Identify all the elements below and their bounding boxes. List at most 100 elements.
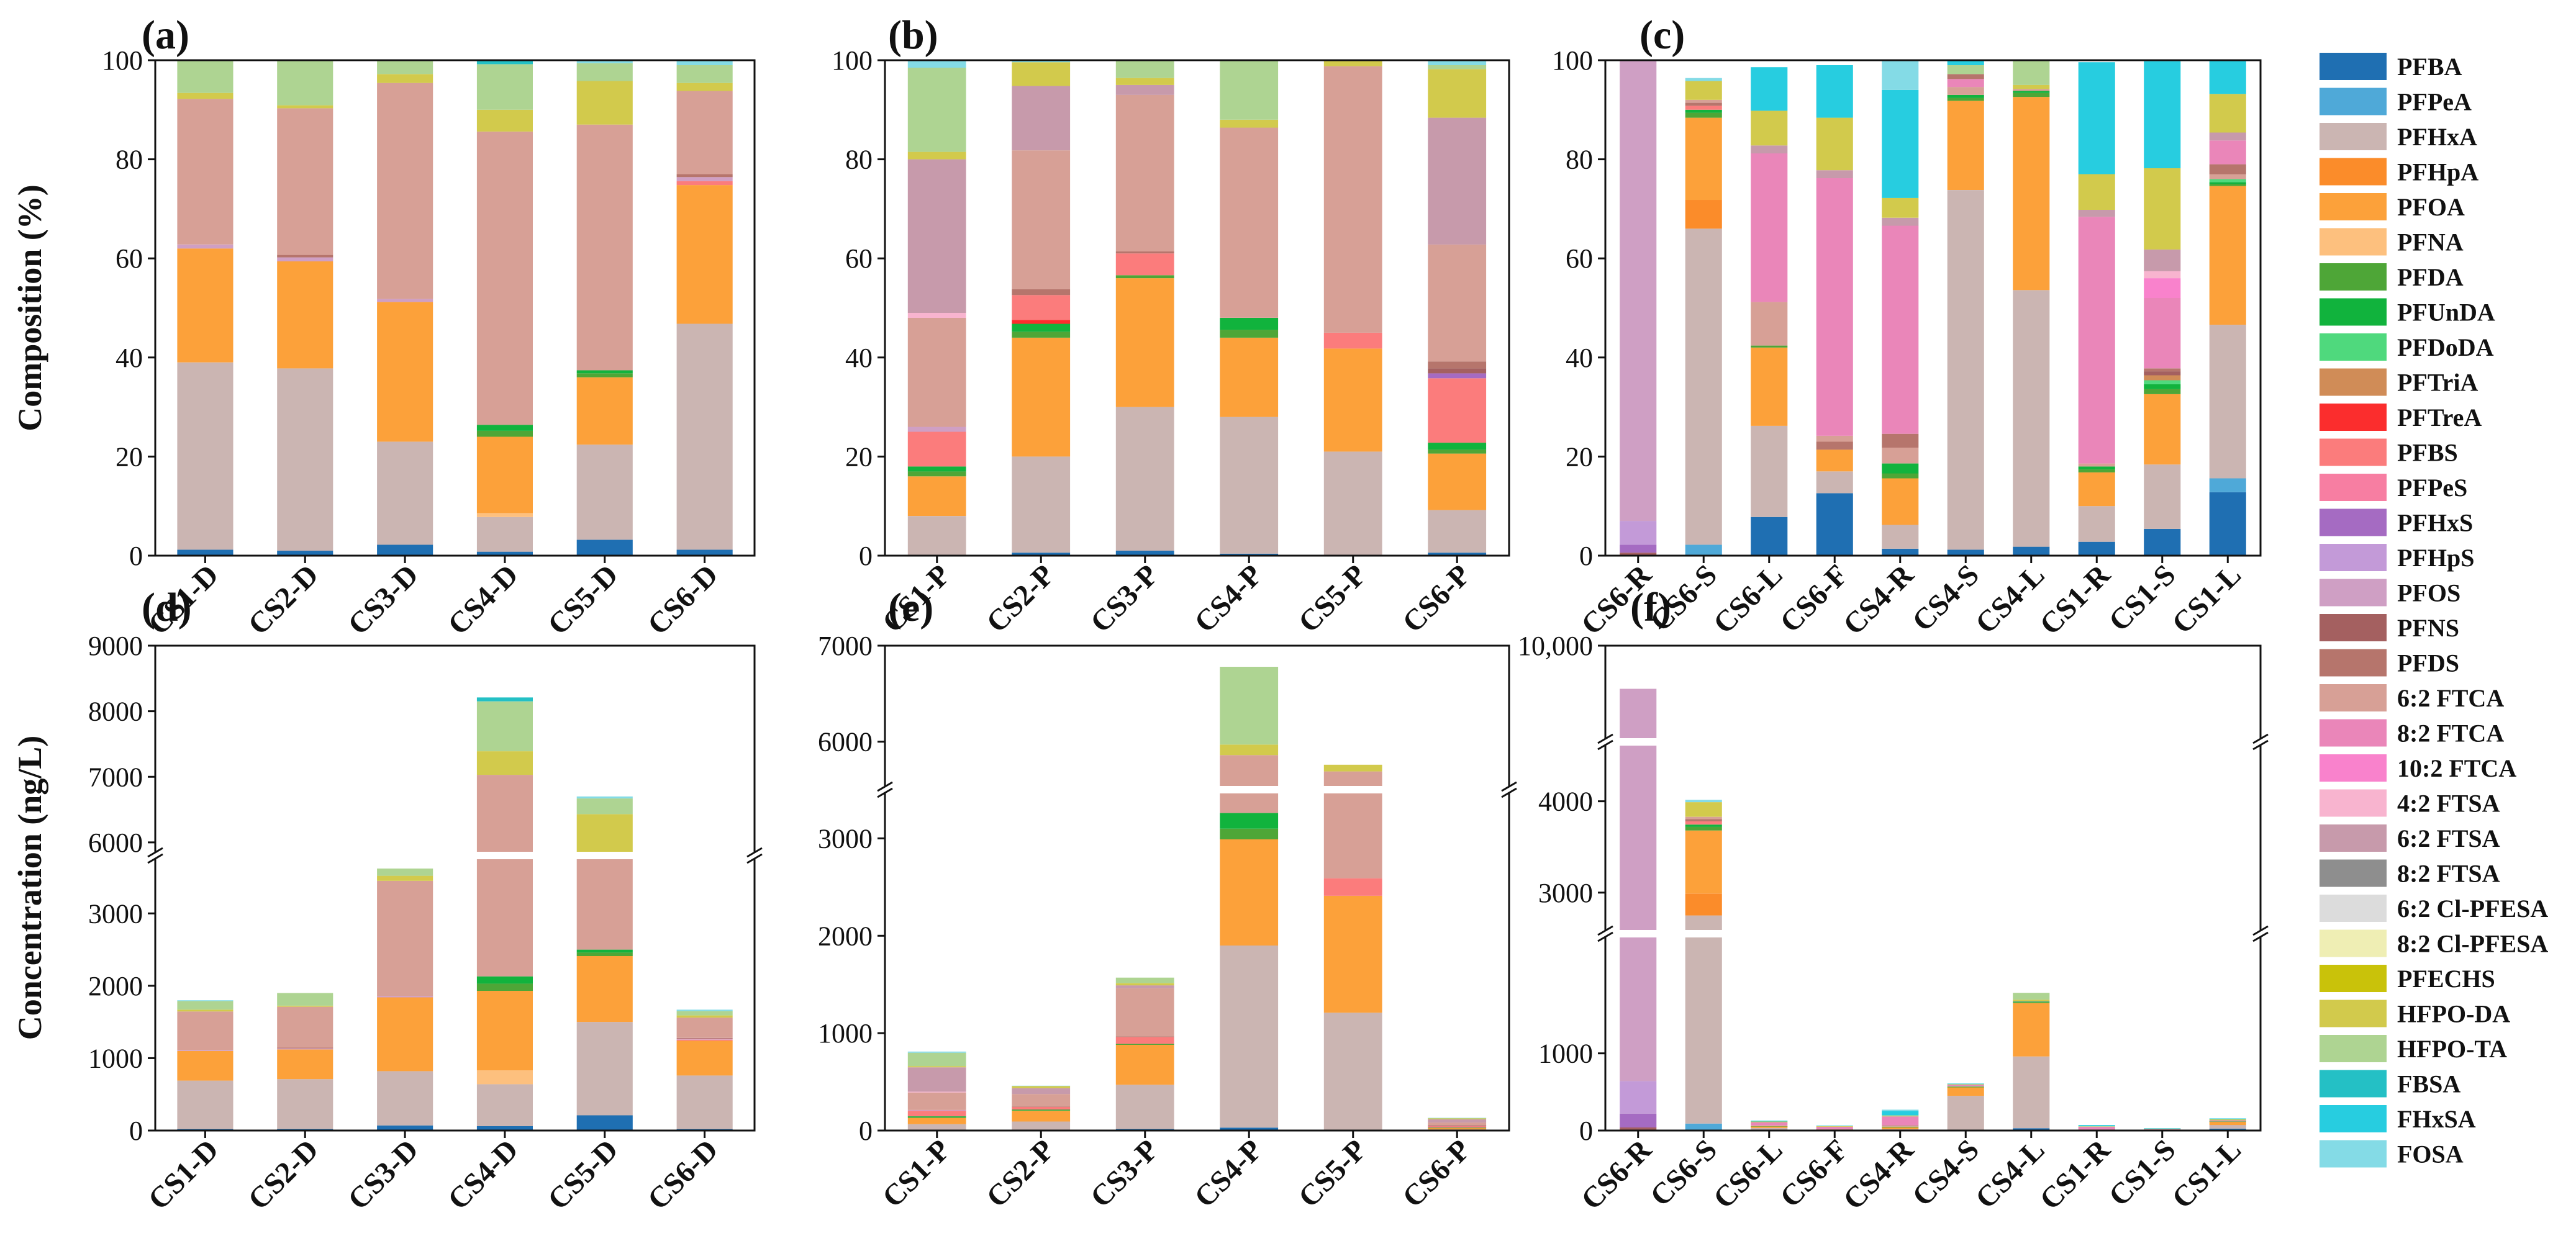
bar-segment-cs1-l-fhxsa [2209,60,2246,94]
bar-segment-cs4-p-hfpo-da [1220,744,1279,756]
bar-segment-cs6-p-hfpo-da [1428,1117,1487,1119]
bar-segment-cs4-r-hfpo-da [1882,197,1919,218]
bar-segment-cs6-d-pfoa [676,1041,733,1076]
legend-swatch-hfpo-ta [2320,1035,2387,1062]
bar-segment-cs6-s-pfds [1685,819,1722,821]
x-category-label: CS2-D [242,558,325,641]
bar-segment-cs4-s-fhxsa [1947,60,1984,65]
bar-segment-cs4-d-hfpo-ta [476,701,533,752]
x-category-label: CS1-D [142,1133,225,1216]
bar-segment-cs4-r-pfunda [1882,463,1919,474]
bar-segment-cs6-p-pfbs [1428,1126,1487,1128]
bar-segment-cs1-r-pfoa [2078,472,2115,507]
bar-segment-cs6-l-6-2-ftsa [1751,145,1788,154]
bar-segment-cs6-l-pfoa [1751,1126,1788,1128]
bar-segment-cs1-r-pfba [2078,541,2115,556]
bar-segment-cs5-d-fosa [576,60,633,63]
y-tick-label: 3000 [1538,878,1593,908]
bar-segment-cs1-l-pfunda [2209,182,2246,184]
bar-segment-cs6-r-pfhxs [1620,544,1657,553]
bar-segment-cs1-r-hfpo-da [2078,174,2115,210]
x-category-label: CS4-P [1188,558,1269,639]
bar-segment-cs2-d-hfpo-ta [277,60,333,106]
bar-segment-cs1-s-hfpo-da [2144,168,2181,250]
x-category-label: CS1-R [2033,558,2117,641]
bar-segment-cs3-p-pfda [1115,275,1174,279]
bar-segment-cs1-l-6-2-ftsa [2209,1120,2246,1121]
bar-segment-cs4-p-pfunda [1220,318,1279,330]
bar-segment-cs4-d-pfna [476,513,533,517]
x-category-label: CS4-L [1969,1133,2051,1215]
bar-segment-cs3-p-pfbs [1115,253,1174,276]
bar-segment-cs2-d-pfoa [277,261,333,369]
bar-segment-cs4-r-fosa [1882,60,1919,90]
bar-segment-cs5-d-pfda [576,373,633,377]
bar-segment-cs3-p-6-2-ftsa [1115,84,1174,95]
axis-break-mask [1507,786,1512,793]
bar-segment-cs5-p-6-2-ftca [1323,66,1382,333]
x-category-label: CS6-P [1396,558,1477,639]
bar-segment-cs4-p-hfpo-ta [1220,60,1279,120]
bar-segment-cs6-d-fosa [676,60,733,65]
bar-segment-cs4-r-6-2-ftsa [1882,1116,1919,1117]
axis-break-mark [147,847,163,858]
bar-segment-cs4-r-pfhxa [1882,525,1919,549]
bar-segment-cs4-s-8-2-ftca [1947,79,1984,88]
y-tick-label: 100 [1552,45,1593,76]
legend-swatch-pfhxs [2320,508,2387,536]
y-tick-label: 40 [116,343,143,373]
x-category-label: CS1-R [2033,1132,2117,1216]
legend-swatch-pfos [2320,579,2387,607]
bar-segment-cs4-d-hfpo-da [476,109,533,132]
bar-segment-cs4-r-8-2-ftca [1882,1116,1919,1126]
bar-segment-cs6-f-pfds [1816,441,1853,450]
x-category-label: CS6-D [642,558,725,641]
bar-segment-cs6-p-hfpo-ta [1428,65,1487,70]
bar-segment-cs6-d-pfds [676,1037,733,1039]
bar-segment-cs1-p-6-2-ftca [907,318,966,427]
bar-segment-cs6-d-pfhxa [676,1075,733,1129]
x-category-label: CS4-D [442,558,525,641]
bar-segment-cs1-s-fhxsa [2144,61,2181,168]
bar-segment-cs3-p-hfpo-ta [1115,977,1174,983]
y-tick-label: 1000 [88,1043,143,1073]
bar-segment-cs4-p-pfoa [1220,839,1279,946]
bar-segment-cs1-s-pfns [2144,371,2181,376]
x-category-label: CS4-P [1188,1133,1269,1214]
y-tick-label: 7000 [88,762,143,792]
x-category-label: CS2-P [980,558,1061,639]
bar-segment-cs1-p-hfpo-da [907,1066,966,1068]
bar-segment-cs5-d-pfda [576,952,633,956]
bar-segment-cs6-f-8-2-ftca [1816,1126,1853,1129]
bar-segment-cs5-d-6-2-ftca [576,852,633,950]
bar-segment-cs6-l-6-2-ftsa [1751,1122,1788,1123]
axis-break-mark [2252,931,2269,942]
bar-segment-cs3-d-pfhxa [377,441,433,545]
bar-segment-cs2-p-pfoa [1012,1111,1071,1122]
axis-break-mask [1603,738,1608,746]
bar-segment-cs1-r-pfunda [2078,466,2115,470]
bar-segment-cs1-s-pfda [2144,389,2181,394]
legend-label-pfbs: PFBS [2397,439,2458,467]
legend-label-pfba: PFBA [2397,53,2462,81]
bar-segment-cs1-p-4-2-ftsa [907,1091,966,1093]
bar-segment-cs6-s-pfda [1685,112,1722,118]
bar-segment-cs3-d-pfoa [377,997,433,1072]
y-tick-label: 6000 [88,828,143,858]
bar-segment-cs4-r-pfba [1882,548,1919,556]
bar-segment-cs1-l-pfhxa [2209,325,2246,479]
x-category-label: CS4-R [1837,1132,1921,1216]
bar-segment-cs3-p-hfpo-da [1115,983,1174,986]
bar-segment-cs6-s-pfds [1685,102,1722,106]
bar-segment-cs6-r-pfhps [1620,1081,1657,1114]
panel-f: 010003000400010,000CS6-RCS6-SCS6-LCS6-FC… [1518,585,2269,1216]
bar-segment-cs4-d-pfunda [476,976,533,984]
bar-segment-cs1-l-pfba [2209,492,2246,556]
x-category-label: CS4-S [1906,1133,1985,1212]
legend-swatch-pfhxa [2320,123,2387,150]
bar-segment-cs5-d-hfpo-ta [576,798,633,815]
bar-segment-cs2-p-pfunda [1012,1109,1071,1111]
bar-segment-cs1-p-pfoa [907,476,966,517]
bar-segment-cs4-r-6-2-ftca [1882,448,1919,464]
bar-segment-cs6-d-6-2-ftca [676,1018,733,1038]
